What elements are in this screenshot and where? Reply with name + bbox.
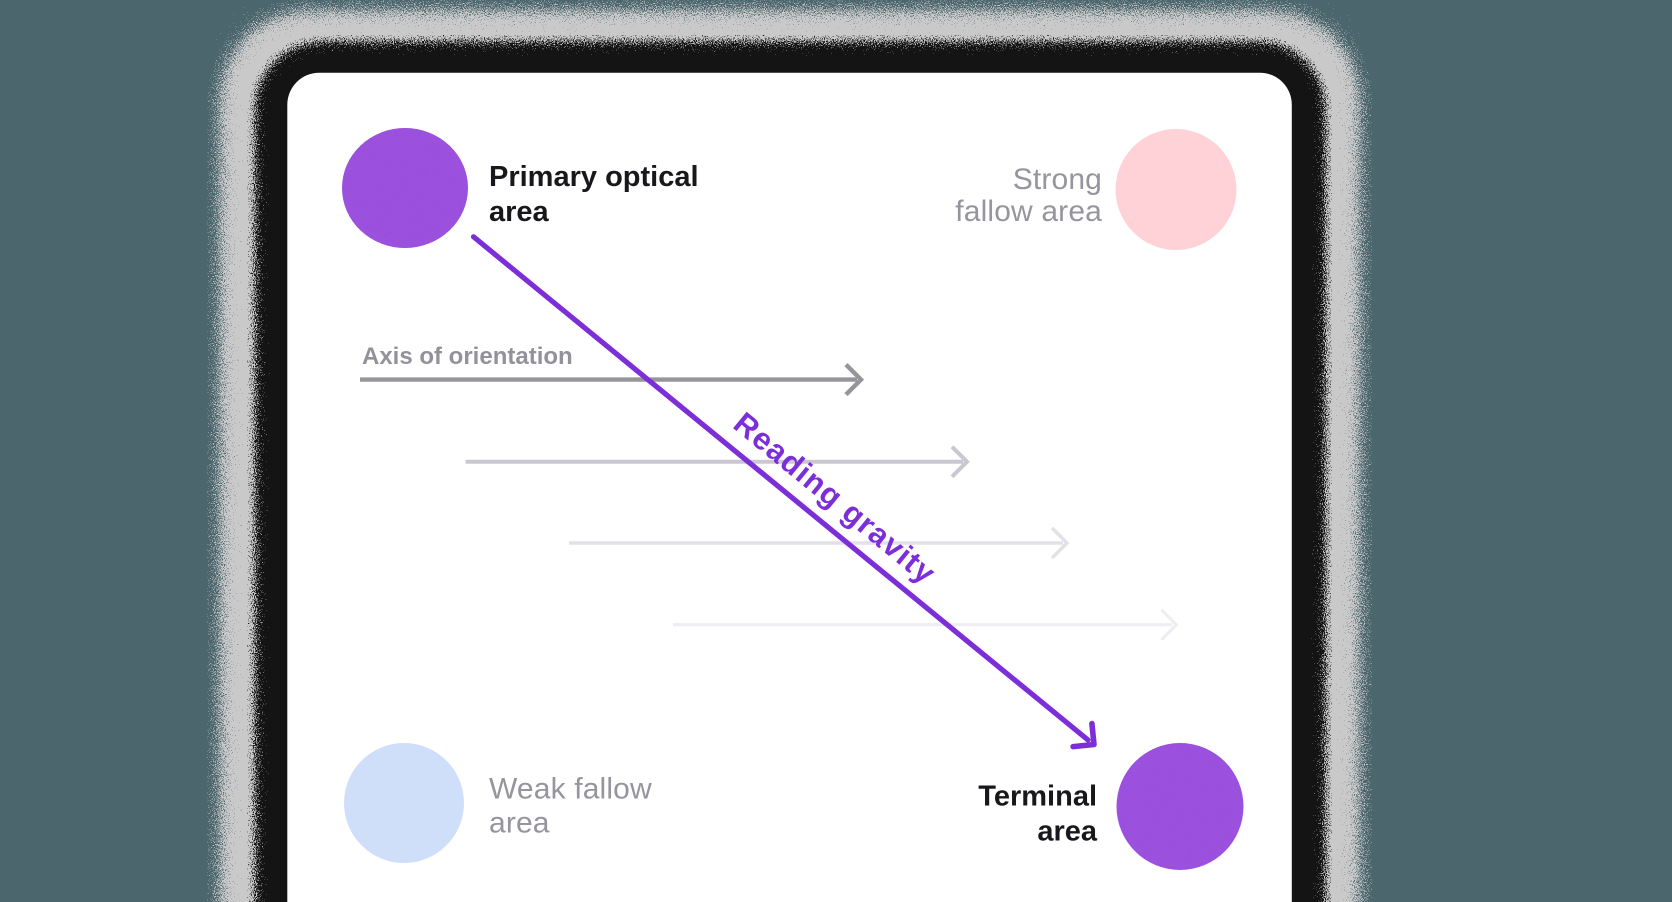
svg-text:Strong: Strong bbox=[1013, 163, 1102, 196]
svg-text:area: area bbox=[1037, 816, 1098, 848]
svg-text:Terminal: Terminal bbox=[978, 781, 1097, 813]
svg-text:area: area bbox=[489, 196, 550, 228]
svg-text:Weak fallow: Weak fallow bbox=[489, 773, 652, 806]
svg-text:area: area bbox=[489, 807, 550, 840]
svg-text:Primary optical: Primary optical bbox=[489, 161, 699, 193]
svg-text:fallow area: fallow area bbox=[955, 195, 1102, 228]
svg-text:Axis of orientation: Axis of orientation bbox=[362, 343, 573, 370]
